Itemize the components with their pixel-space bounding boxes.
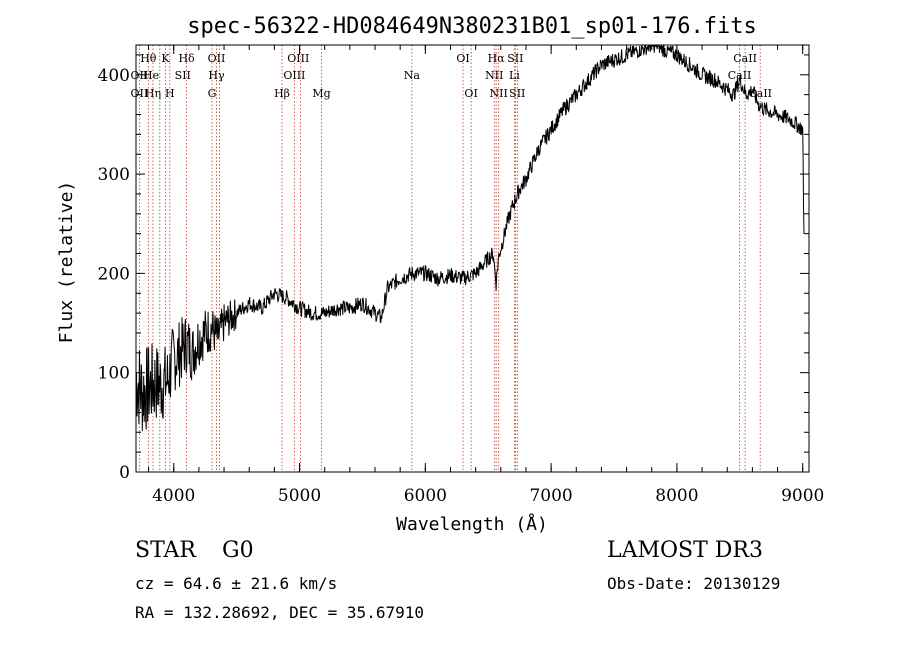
line-marker-label: K [161, 52, 170, 65]
line-marker-label: OIII [283, 69, 305, 82]
line-marker-label: NII [490, 87, 508, 100]
line-marker-label: SII [507, 52, 523, 65]
line-marker-label: SII [175, 69, 191, 82]
line-marker-label: SII [509, 87, 525, 100]
chart-title: spec-56322-HD084649N380231B01_sp01-176.f… [187, 14, 757, 39]
line-marker-label: H [165, 87, 175, 100]
line-marker-label: Hη [145, 87, 161, 100]
x-tick-label: 7000 [529, 486, 572, 506]
line-marker-label: Mg [312, 87, 330, 100]
line-marker-label: Li [509, 69, 520, 82]
class-label: STAR [135, 538, 196, 563]
x-tick-label: 6000 [404, 486, 447, 506]
x-tick-label: 8000 [655, 486, 698, 506]
redshift-readout: cz = 64.6 ± 21.6 km/s [135, 574, 338, 593]
line-marker-label: OI [464, 87, 477, 100]
line-marker-label: He [143, 69, 159, 82]
line-marker-label: Hα [488, 52, 506, 65]
x-axis-label: Wavelength (Å) [396, 513, 548, 535]
line-marker-label: OI [456, 52, 469, 65]
obs-date: Obs-Date: 20130129 [607, 574, 781, 593]
line-marker-label: OII [131, 87, 149, 100]
subclass-label: G0 [222, 538, 254, 563]
coordinates-readout: RA = 132.28692, DEC = 35.67910 [135, 603, 424, 622]
y-tick-label: 200 [98, 264, 130, 284]
line-marker-label: CaII [733, 52, 757, 65]
survey-label: LAMOST DR3 [607, 538, 763, 563]
axis-ticks: 4000 5000 6000 7000 8000 9000 0 100 200 300 400 [98, 45, 824, 506]
line-marker-label: Hθ [140, 52, 157, 65]
line-marker-label: Hδ [178, 52, 195, 65]
spectrum-line [135, 44, 805, 432]
line-marker-label: OII [208, 52, 226, 65]
y-tick-label: 0 [119, 463, 130, 483]
x-tick-label: 5000 [278, 486, 321, 506]
line-marker-label: CaII [728, 69, 752, 82]
plot-frame [135, 44, 810, 473]
line-marker-label: Na [404, 69, 421, 82]
y-tick-label: 300 [98, 165, 130, 185]
y-tick-label: 100 [98, 364, 130, 384]
line-marker-label: OII [131, 69, 149, 82]
y-tick-label: 400 [98, 66, 130, 86]
line-marker-label: G [208, 87, 217, 100]
spectral-class: STAR G0 [135, 538, 254, 563]
line-marker-label: OIII [287, 52, 309, 65]
line-marker-label: Hβ [274, 87, 290, 100]
x-tick-label: 4000 [152, 486, 195, 506]
y-axis-label: Flux (relative) [56, 181, 77, 344]
x-tick-label: 9000 [781, 486, 824, 506]
line-marker-label: Hγ [208, 69, 225, 82]
line-marker-label: NII [485, 69, 503, 82]
